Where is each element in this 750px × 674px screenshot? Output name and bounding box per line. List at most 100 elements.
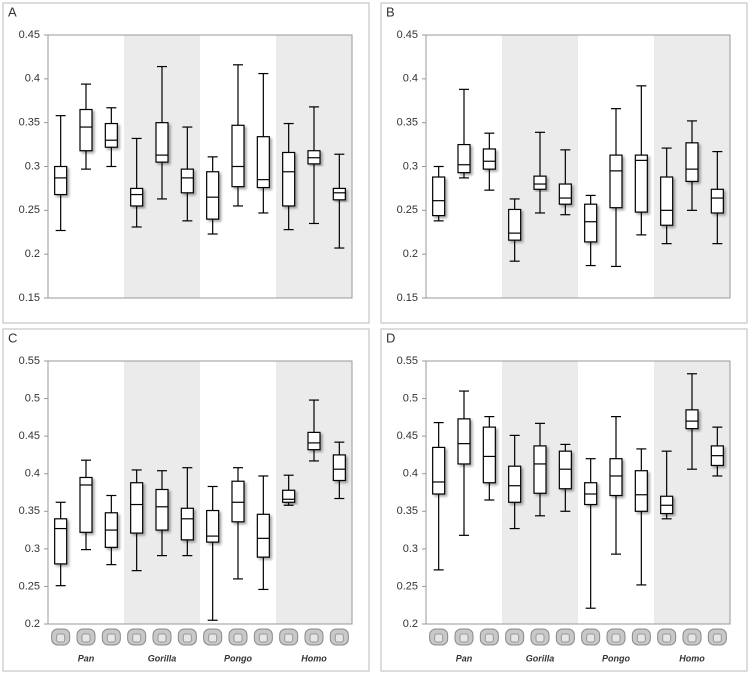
box [54,518,68,565]
group-label: Pongo [224,653,252,663]
box [533,445,547,494]
bone-icon-detail [132,633,142,643]
box [206,509,220,543]
box-plot [155,65,169,200]
y-tick-label: 0.25 [397,580,418,592]
panel: B 0.15 0.2 0.25 0.3 0.35 0.4 0.45 [380,2,748,324]
bone-icon-detail [81,633,91,643]
box-plot [482,132,496,191]
bone-icon-detail [535,633,545,643]
y-tick-label: 0.55 [19,355,40,367]
bone-icon-detail [712,633,722,643]
box-plot [180,467,194,557]
group-label: Gorilla [148,653,177,663]
box-plot [558,149,572,216]
y-tick-label: 0.15 [397,292,418,304]
y-tick-label: 0.45 [397,29,418,41]
box-plot [206,485,220,621]
box [508,208,522,241]
box-plot [584,458,598,609]
y-tick-label: 0.25 [397,204,418,216]
bone-icon-detail [208,633,218,643]
box-plot [104,107,118,168]
bone-icon-detail [586,633,596,643]
bone-icon-detail [284,633,294,643]
box-plot [231,64,245,207]
bone-icon-detail [434,633,444,643]
y-tick-label: 0.3 [25,160,40,172]
box-plot [533,131,547,214]
box [660,176,674,226]
bone-icon-detail [106,633,116,643]
y-tick-label: 0.4 [25,468,40,480]
group-label: Pan [456,653,473,663]
box-plot [307,399,321,462]
y-tick-label: 0.55 [397,355,418,367]
panel-label: D [386,330,395,345]
bone-icon-detail [510,633,520,643]
y-tick-label: 0.45 [19,29,40,41]
y-tick-label: 0.15 [19,292,40,304]
panel: D 0.2 0.25 0.3 0.35 0.4 0.45 0.5 0.55 Pan Gorilla P… [380,328,748,672]
y-tick-label: 0.4 [25,73,40,85]
box-plot [130,137,144,228]
box-plot [432,422,446,571]
box [457,143,471,174]
box [685,409,699,430]
box-plot [231,467,245,580]
y-tick-label: 0.45 [19,430,40,442]
box [482,426,496,484]
box-plot [457,390,471,536]
box-plot [609,416,623,555]
bone-icon-detail [662,633,672,643]
box-plot [155,470,169,557]
box [432,446,446,495]
group-label: Homo [301,653,327,663]
y-tick-label: 0.35 [397,117,418,129]
y-tick-label: 0.25 [19,580,40,592]
box-plot [79,459,93,551]
box [609,154,623,209]
box-plot [660,147,674,245]
y-tick-label: 0.3 [25,543,40,555]
bone-icon-detail [560,633,570,643]
group-label: Gorilla [526,653,555,663]
box [231,124,245,188]
bone-icon-detail [611,633,621,643]
box [155,488,169,531]
group-label: Pongo [602,653,630,663]
y-tick-label: 0.4 [403,468,418,480]
box-plot [432,165,446,222]
bone-icon-detail [233,633,243,643]
box [584,203,598,243]
panel: C 0.2 0.25 0.3 0.35 0.4 0.45 0.5 0.55 Pan Gorilla P… [2,328,370,672]
y-tick-label: 0.2 [403,248,418,260]
box [256,136,270,189]
box-plot [54,115,68,232]
box [710,188,724,214]
y-tick-label: 0.4 [403,73,418,85]
box [558,450,572,490]
box-plot [634,448,648,586]
box-plot [282,474,296,506]
bone-icon-detail [182,633,192,643]
box [256,513,270,558]
box [79,108,93,152]
box-plot [54,501,68,587]
panel: A 0.15 0.2 0.25 0.3 0.35 0.4 0.45 [2,2,370,324]
box-plot [685,120,699,211]
box-plot [482,416,496,501]
bone-icon-detail [309,633,319,643]
plot-frame [425,360,731,625]
box-plot [130,469,144,572]
box-plot [256,475,270,591]
y-tick-label: 0.5 [25,392,40,404]
y-tick-label: 0.35 [19,117,40,129]
box [533,175,547,190]
bone-icon-detail [258,633,268,643]
box-plot [634,85,648,236]
box [307,431,321,451]
box-plot [282,122,296,231]
box [685,142,699,183]
box-plot [660,450,674,520]
